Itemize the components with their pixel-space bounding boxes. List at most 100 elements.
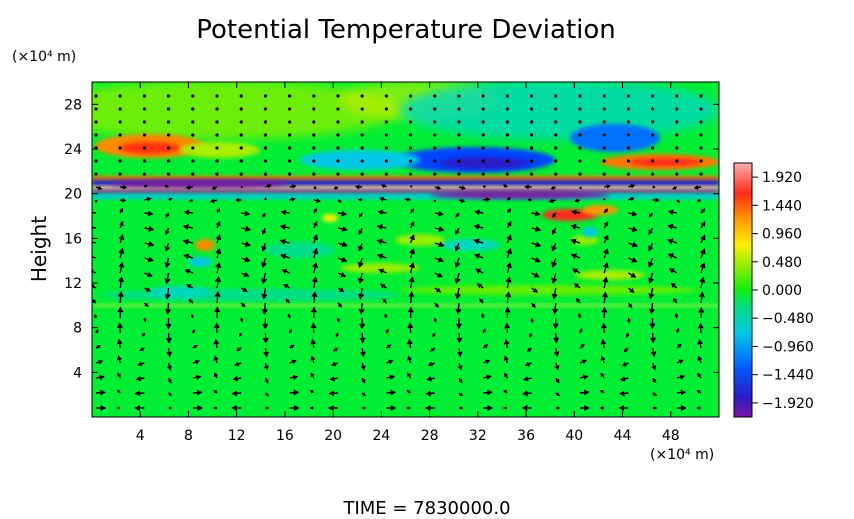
wind-vector <box>92 241 97 244</box>
wind-vector <box>142 107 146 111</box>
wind-vector-head <box>244 241 252 248</box>
wind-vector <box>675 94 679 98</box>
wind-vector-head <box>164 293 171 300</box>
wind-vector-head <box>429 347 435 352</box>
wind-vector <box>481 146 485 150</box>
wind-vector <box>481 94 485 98</box>
colorbar: 1.920 1.440 0.960 0.480 0.000 −0.480 −0.960 −1.… <box>733 162 814 418</box>
wind-vector-head <box>215 234 222 241</box>
wind-vector <box>409 172 413 176</box>
wind-vector <box>239 107 243 111</box>
wind-vector-head <box>480 312 485 317</box>
wind-vector <box>602 94 606 98</box>
wind-vector-head <box>433 199 437 203</box>
wind-vector-head <box>376 224 383 230</box>
wind-vector-head <box>434 303 439 308</box>
wind-vector-head <box>358 308 365 315</box>
wind-vector-head <box>313 208 318 213</box>
wind-vector-head <box>148 241 155 248</box>
wind-vector-head <box>600 355 606 361</box>
wind-vector <box>118 94 122 98</box>
wind-vector-head <box>521 405 528 411</box>
wind-vector-head <box>570 253 578 260</box>
wind-vector-head <box>696 198 701 203</box>
wind-vector-head <box>602 248 609 255</box>
wind-vector-head <box>144 184 148 188</box>
wind-vector-head <box>244 256 251 263</box>
wind-vector-head <box>384 313 388 318</box>
wind-vector-head <box>196 374 202 381</box>
wind-vector <box>167 146 171 150</box>
wind-vector-head <box>263 196 267 200</box>
wind-vector-head <box>377 253 384 260</box>
wind-vector-head <box>555 392 561 397</box>
wind-vector-head <box>503 355 509 361</box>
wind-vector <box>481 133 485 137</box>
wind-vector-head <box>312 247 319 255</box>
wind-vector <box>167 159 171 163</box>
wind-vector-head <box>486 374 492 380</box>
wind-vector-head <box>390 389 397 396</box>
wind-vector-head <box>648 308 655 315</box>
wind-vector-head <box>455 323 462 330</box>
wind-vector-head <box>279 238 286 245</box>
wind-vector-head <box>341 226 348 232</box>
wind-vector <box>239 172 243 176</box>
wind-vector-head <box>388 359 394 365</box>
wind-vector <box>409 94 413 98</box>
wind-vector-head <box>578 328 583 333</box>
wind-vector-head <box>193 344 198 349</box>
wind-vector-head <box>601 291 608 298</box>
wind-vector-head <box>697 355 703 361</box>
wind-vector <box>602 107 606 111</box>
wind-vector-head <box>279 224 286 231</box>
wind-vector <box>288 107 292 111</box>
wind-vector-head <box>600 338 607 345</box>
wind-vector-head <box>232 375 238 382</box>
wind-vector-head <box>339 287 345 293</box>
wind-vector-head <box>533 272 540 278</box>
wind-vector <box>505 94 509 98</box>
wind-vector-head <box>697 322 704 329</box>
wind-vector-head <box>506 234 512 241</box>
wind-vector-head <box>522 390 528 397</box>
colorbar-ticks: 1.920 1.440 0.960 0.480 0.000 −0.480 −0.960 −1.… <box>752 170 814 412</box>
wind-vector-head <box>376 238 383 245</box>
wind-vector-head <box>212 406 217 410</box>
wind-vector-head <box>652 185 656 189</box>
wind-vector-head <box>310 355 316 361</box>
wind-vector <box>529 120 534 124</box>
wind-vector-head <box>116 355 122 361</box>
wind-vector-head <box>583 374 589 380</box>
wind-vector-head <box>409 234 415 241</box>
wind-vector-head <box>316 198 322 203</box>
wind-vector-head <box>552 213 557 218</box>
wind-vector-head <box>358 198 362 202</box>
wind-vector-head <box>312 221 318 227</box>
wind-vector <box>312 120 316 124</box>
wind-vector <box>312 172 316 176</box>
wind-vector-head <box>460 406 464 410</box>
wind-vector <box>578 120 582 124</box>
wind-vector-head <box>263 351 269 358</box>
wind-vector-head <box>313 185 317 189</box>
wind-vector-head <box>216 208 221 213</box>
wind-vector <box>578 172 582 176</box>
wind-vector <box>675 172 679 176</box>
wind-vector-head <box>169 406 173 410</box>
wind-vector-head <box>551 277 558 285</box>
wind-vector-head <box>122 184 128 190</box>
wind-vector-head <box>407 306 414 313</box>
wind-vector-head <box>358 293 365 300</box>
wind-vector-head <box>570 238 577 245</box>
wind-vector-head <box>700 234 706 241</box>
wind-vector <box>626 146 630 150</box>
wind-vector-head <box>454 293 461 300</box>
wind-vector <box>675 159 679 163</box>
wind-vector-head <box>183 253 190 260</box>
x-axis: 4 8 12 16 20 24 28 32 36 40 44 48 <box>136 82 680 444</box>
wind-vector-head <box>183 209 190 216</box>
colorbar-tick-label: −1.920 <box>762 396 814 412</box>
wind-vector-head <box>357 261 364 269</box>
wind-vector-head <box>602 262 609 269</box>
